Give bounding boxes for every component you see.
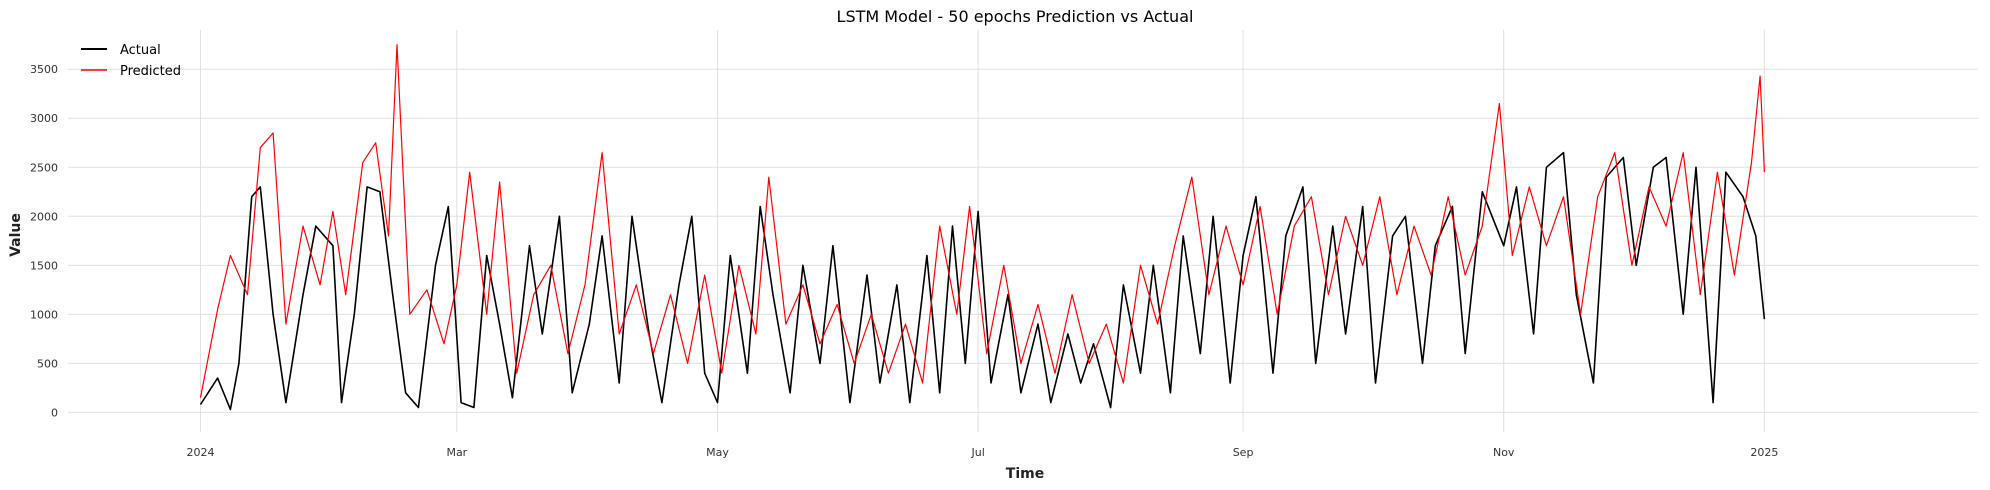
x-tick-label: Sep <box>1233 446 1254 459</box>
legend: Actual Predicted <box>81 43 181 79</box>
series-layer <box>199 44 1766 411</box>
chart-title: LSTM Model - 50 epochs Prediction vs Act… <box>837 7 1194 26</box>
y-axis-label: Value <box>8 213 24 257</box>
y-tick-label: 3000 <box>30 112 58 125</box>
grid <box>68 30 1978 432</box>
y-tick-label: 3500 <box>30 63 58 76</box>
x-tick-label: Jul <box>970 446 984 459</box>
y-tick-label: 1000 <box>30 308 58 321</box>
y-tick-label: 1500 <box>30 259 58 272</box>
x-tick-label: 2024 <box>186 446 214 459</box>
x-tick-label: May <box>706 446 729 459</box>
legend-predicted-label: Predicted <box>120 64 181 79</box>
tick-labels: 0 500 1000 1500 2000 2500 3000 3500 2024 Mar May Ju… <box>30 63 1778 459</box>
x-tick-label: Nov <box>1493 446 1515 459</box>
x-axis-label: Time <box>1006 466 1044 482</box>
y-tick-label: 2500 <box>30 161 58 174</box>
x-tick-label: 2025 <box>1750 446 1778 459</box>
y-tick-label: 2000 <box>30 210 58 223</box>
x-tick-label: Mar <box>446 446 467 459</box>
series-line-predicted <box>199 44 1765 398</box>
y-tick-label: 500 <box>37 357 58 370</box>
y-tick-label: 0 <box>51 406 58 419</box>
legend-actual-label: Actual <box>120 43 161 58</box>
